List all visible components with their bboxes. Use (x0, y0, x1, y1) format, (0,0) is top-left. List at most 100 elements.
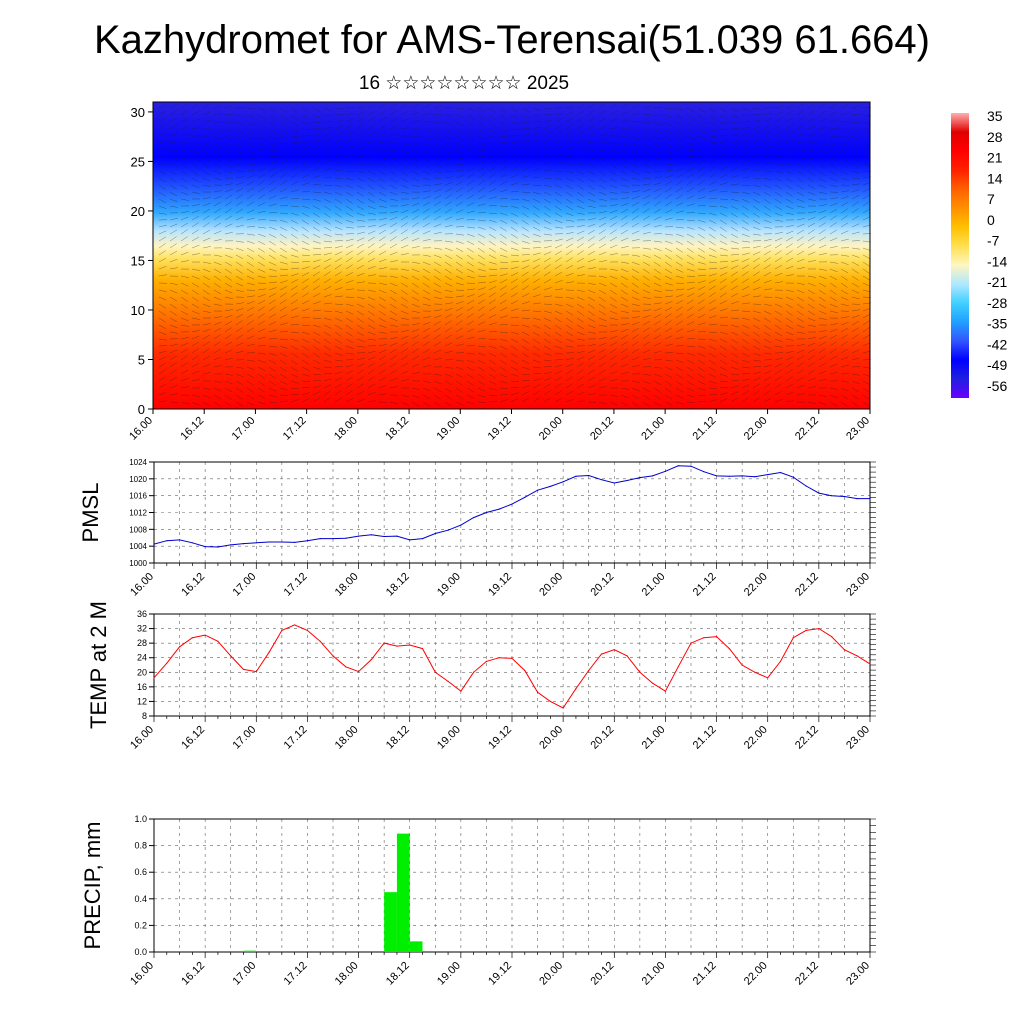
wind-barb (433, 401, 441, 407)
wind-barb (686, 247, 694, 253)
wind-barb (378, 296, 387, 302)
wind-barb (587, 393, 596, 396)
wind-barb (851, 289, 860, 294)
wind-barb (686, 161, 695, 165)
wind-barb (631, 401, 639, 407)
wind-barb (422, 321, 431, 326)
wind-barb (741, 359, 750, 363)
wind-barb (191, 268, 200, 271)
wind-barb (576, 212, 585, 215)
data-point (652, 475, 654, 477)
wind-barb (620, 328, 629, 333)
wind-barb (774, 357, 783, 361)
wind-barb (675, 187, 683, 193)
wind-barb (169, 177, 177, 183)
wind-barb (675, 373, 683, 379)
wind-barb (543, 131, 551, 137)
wind-barb (587, 258, 596, 263)
wind-barb (290, 387, 299, 389)
wind-barb (829, 245, 838, 249)
wind-barb (169, 310, 177, 316)
wind-barb (697, 196, 706, 200)
wind-barb (675, 180, 683, 186)
wind-barb (653, 334, 661, 340)
wind-barb (686, 180, 694, 186)
wind-barb (235, 268, 243, 274)
wind-barb (378, 156, 387, 159)
wind-barb (290, 219, 299, 224)
wind-barb (686, 287, 695, 291)
wind-barb (521, 324, 530, 328)
wind-barb (741, 226, 750, 231)
wind-barb (796, 132, 805, 137)
wind-barb (444, 380, 453, 386)
wind-barb (158, 212, 167, 215)
wind-barb (202, 229, 211, 235)
wind-barb (301, 266, 310, 270)
wind-barb (312, 366, 321, 370)
y-tick-label: 0.4 (134, 894, 147, 904)
wind-barb (224, 142, 232, 148)
wind-barb (840, 289, 848, 295)
wind-barb (708, 226, 716, 232)
wind-barb (378, 331, 387, 334)
x-tick-label: 20.00 (537, 724, 565, 752)
wind-barb (378, 258, 387, 263)
wind-barb (752, 138, 760, 144)
wind-barb (730, 285, 738, 291)
wind-barb (609, 229, 617, 235)
wind-barb (686, 275, 695, 277)
wind-barb (807, 337, 816, 340)
wind-barb (323, 338, 331, 344)
wind-barb (400, 379, 409, 382)
wind-barb (851, 334, 859, 340)
wind-barb (356, 264, 365, 270)
wind-barb (543, 212, 551, 218)
wind-barb (213, 104, 222, 109)
x-tick-label: 19.12 (486, 960, 514, 988)
wind-barb (455, 387, 463, 393)
wind-barb (554, 145, 563, 151)
wind-barb (191, 170, 199, 176)
wind-barb (741, 286, 750, 291)
data-point (281, 541, 283, 543)
wind-barb (719, 338, 728, 343)
wind-barb (664, 327, 672, 333)
wind-barb (664, 142, 672, 148)
wind-barb (290, 226, 298, 232)
wind-barb (653, 401, 661, 407)
wind-barb (510, 174, 519, 179)
wind-barb (620, 296, 629, 302)
wind-barb (631, 327, 640, 333)
wind-barb (840, 275, 848, 281)
data-point (409, 539, 411, 541)
wind-barb (279, 128, 288, 133)
wind-barb (422, 289, 431, 295)
wind-barb (279, 352, 288, 357)
data-point (421, 648, 424, 650)
wind-barb (301, 140, 310, 144)
wind-barb (708, 323, 717, 326)
wind-barb (543, 152, 552, 158)
wind-barb (433, 289, 442, 294)
wind-barb (400, 335, 409, 340)
wind-barb (774, 219, 783, 222)
wind-barb (741, 205, 749, 211)
wind-barb (675, 275, 684, 279)
wind-barb (180, 163, 189, 169)
wind-barb (697, 400, 706, 403)
wind-barb (422, 195, 431, 200)
wind-barb (785, 362, 794, 368)
wind-barb (345, 212, 354, 217)
x-tick-label: 18.00 (333, 724, 361, 752)
wind-barb (642, 170, 651, 174)
wind-barb (345, 250, 353, 256)
wind-barb (444, 394, 452, 400)
wind-barb (510, 212, 519, 217)
data-point (217, 546, 219, 548)
wind-barb (686, 373, 694, 379)
wind-barb (598, 216, 607, 221)
wind-barb (620, 289, 628, 295)
wind-barb (532, 278, 540, 284)
